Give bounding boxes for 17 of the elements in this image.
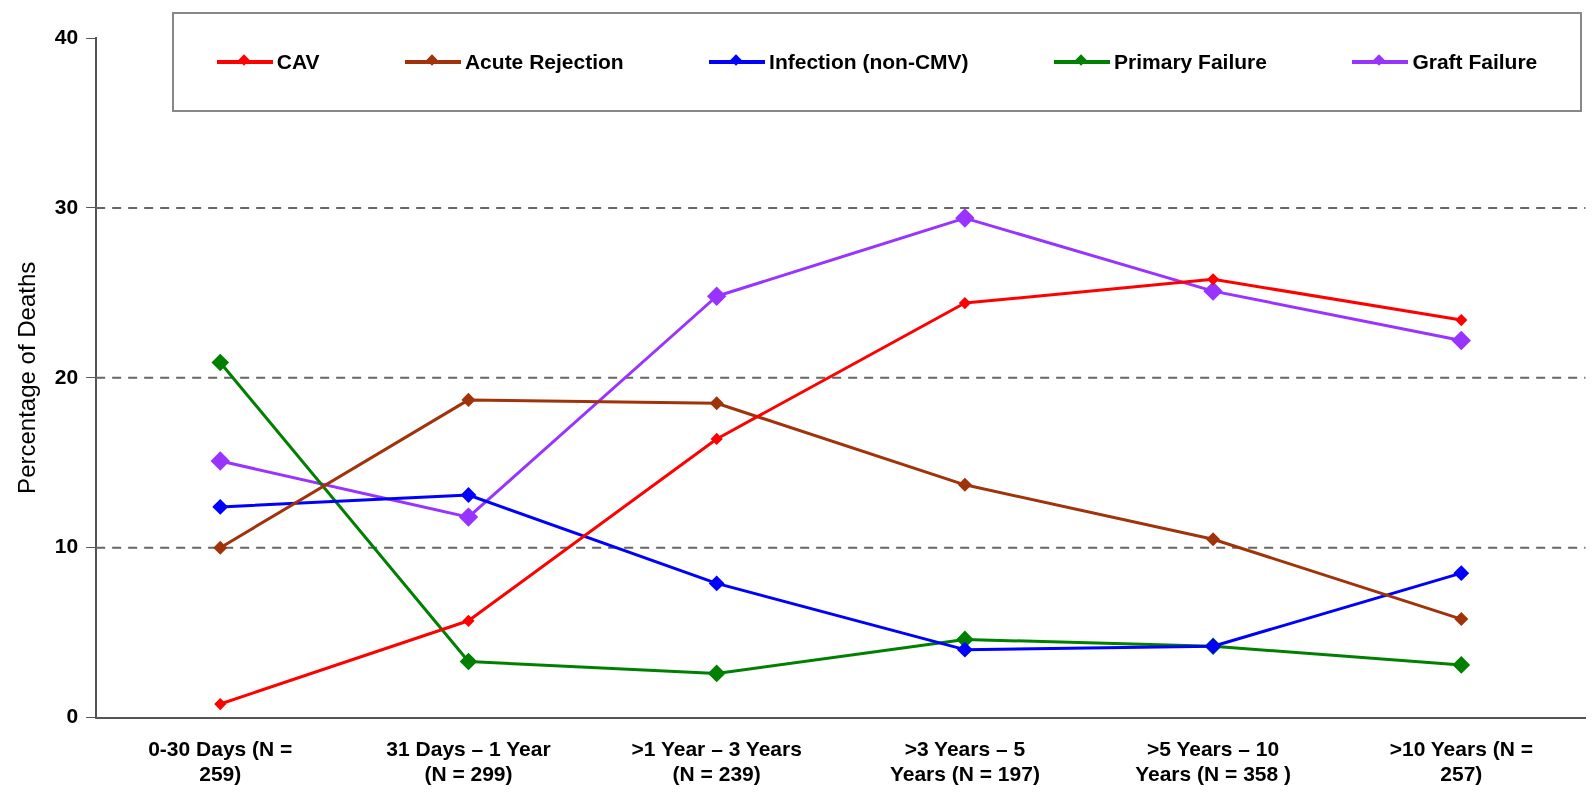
legend-label: Acute Rejection bbox=[464, 50, 624, 74]
legend-label: Infection (non-CMV) bbox=[769, 50, 969, 74]
x-tick-label: >3 Years – 5 Years (N = 197) bbox=[889, 737, 1040, 786]
y-tick-label: 30 bbox=[54, 194, 79, 218]
x-tick-label: 0-30 Days (N = 259) bbox=[148, 737, 293, 786]
y-tick-label: 20 bbox=[54, 364, 79, 388]
y-tick-label: 40 bbox=[54, 24, 79, 48]
legend-label: Primary Failure bbox=[1114, 50, 1267, 74]
legend-label: CAV bbox=[276, 50, 320, 74]
x-tick-label: 31 Days – 1 Year (N = 299) bbox=[386, 737, 551, 786]
y-tick-label: 0 bbox=[66, 704, 79, 728]
legend-label: Graft Failure bbox=[1412, 50, 1538, 74]
y-tick-label: 10 bbox=[54, 534, 79, 558]
x-tick-label: >5 Years – 10 Years (N = 358 ) bbox=[1135, 737, 1292, 786]
x-tick-label: >10 Years (N = 257) bbox=[1389, 737, 1533, 786]
y-axis-title: Percentage of Deaths bbox=[13, 261, 41, 494]
x-tick-label: >1 Year – 3 Years (N = 239) bbox=[631, 737, 802, 786]
